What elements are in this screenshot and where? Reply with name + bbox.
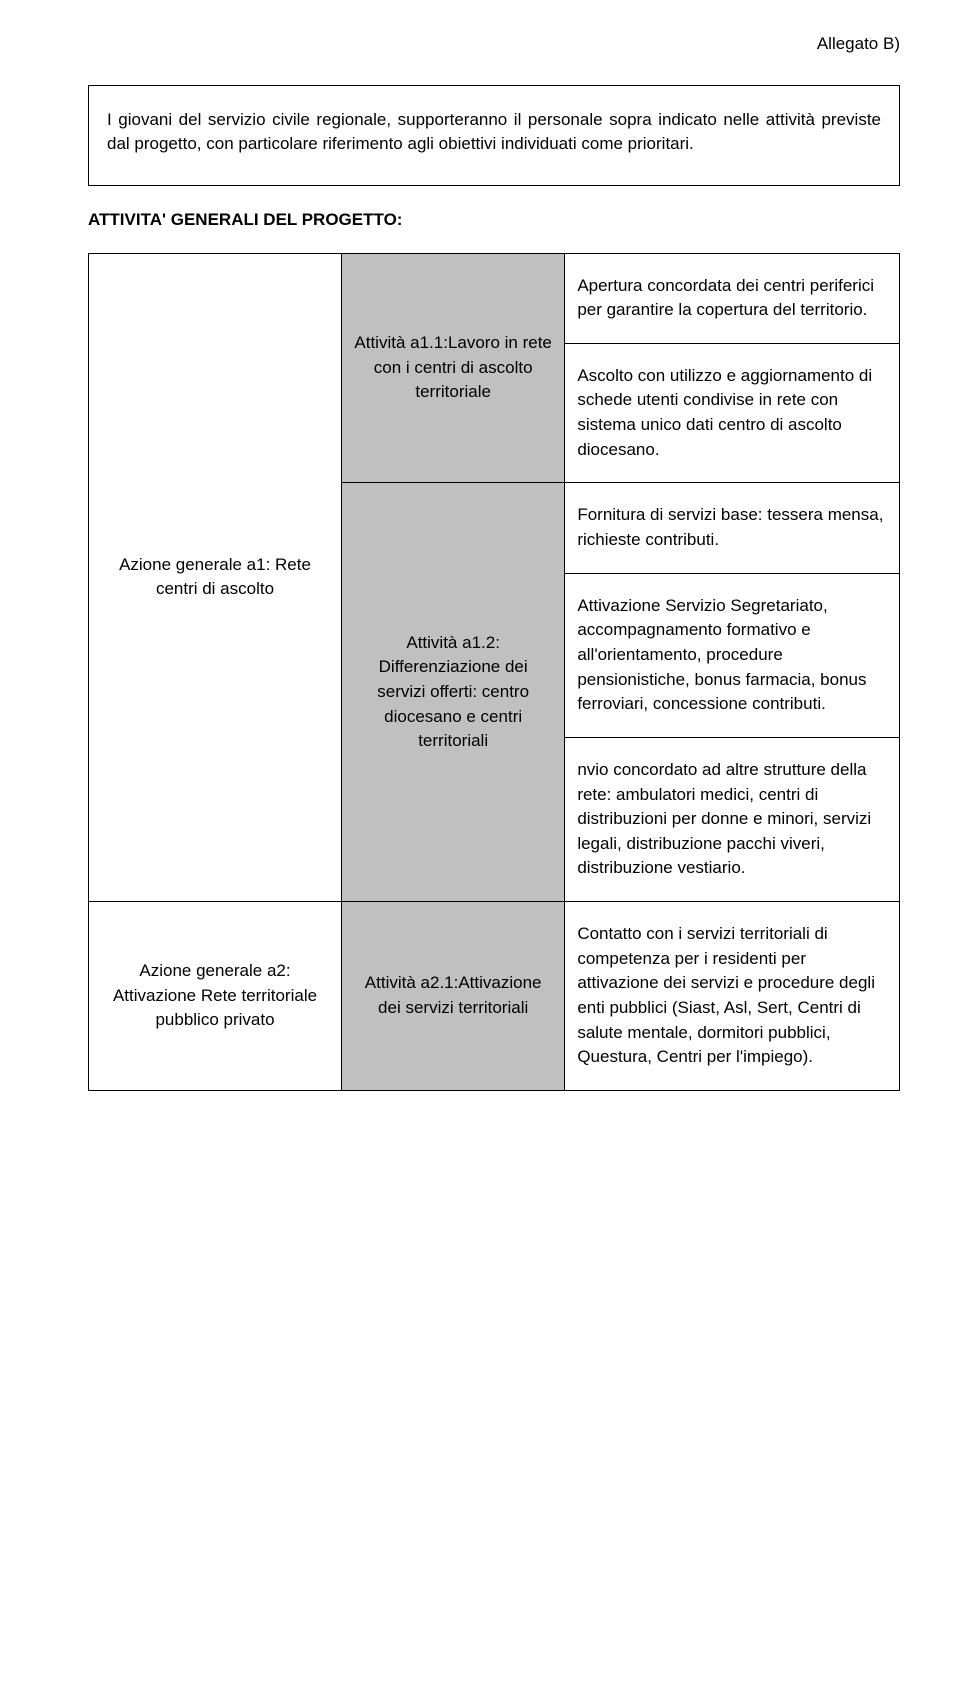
action-cell-a1: Azione generale a1: Rete centri di ascol… <box>89 253 342 902</box>
activities-table: Azione generale a1: Rete centri di ascol… <box>88 253 900 1091</box>
intro-paragraph: I giovani del servizio civile regionale,… <box>107 108 881 157</box>
activity-cell-a1-2: Attività a1.2: Differenziazione dei serv… <box>342 483 565 902</box>
table-row: Azione generale a1: Rete centri di ascol… <box>89 253 900 343</box>
detail-cell: Fornitura di servizi base: tessera mensa… <box>565 483 900 573</box>
detail-cell: nvio concordato ad altre strutture della… <box>565 737 900 901</box>
annex-label: Allegato B) <box>88 32 900 57</box>
detail-cell: Contatto con i servizi territoriali di c… <box>565 902 900 1091</box>
document-page: Allegato B) I giovani del servizio civil… <box>0 0 960 1131</box>
action-cell-a2: Azione generale a2: Attivazione Rete ter… <box>89 902 342 1091</box>
activity-cell-a1-1: Attività a1.1:Lavoro in rete con i centr… <box>342 253 565 483</box>
section-title: ATTIVITA' GENERALI DEL PROGETTO: <box>88 208 900 233</box>
table-row: Azione generale a2: Attivazione Rete ter… <box>89 902 900 1091</box>
activity-cell-a2-1: Attività a2.1:Attivazione dei servizi te… <box>342 902 565 1091</box>
intro-box: I giovani del servizio civile regionale,… <box>88 85 900 186</box>
detail-cell: Apertura concordata dei centri periferic… <box>565 253 900 343</box>
detail-cell: Ascolto con utilizzo e aggiornamento di … <box>565 343 900 483</box>
detail-cell: Attivazione Servizio Segretariato, accom… <box>565 573 900 737</box>
